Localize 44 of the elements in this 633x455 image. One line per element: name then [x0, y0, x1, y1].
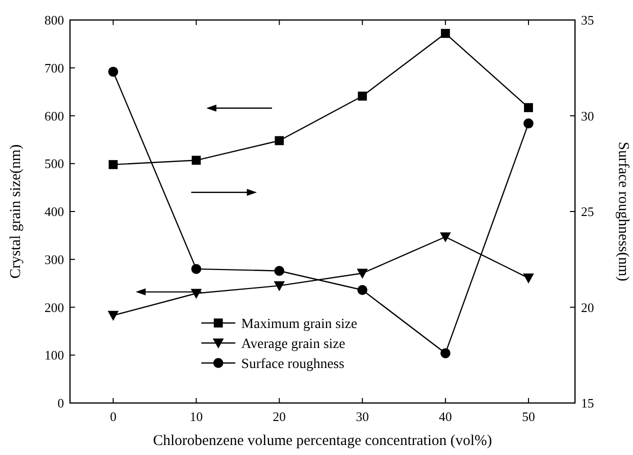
y-tick-label: 0	[58, 396, 64, 410]
x-tick-label: 10	[190, 409, 203, 424]
x-tick-label: 0	[110, 409, 116, 424]
x-tick-label: 50	[522, 409, 535, 424]
y-tick-label: 100	[44, 348, 64, 363]
x-tick-label: 20	[272, 409, 286, 424]
point	[356, 268, 368, 279]
point	[440, 348, 450, 358]
legend-label: Average grain size	[241, 337, 346, 352]
legend-label: Surface roughness	[241, 357, 344, 372]
point	[440, 232, 451, 242]
y-tick-label: 700	[44, 60, 64, 76]
y2-tick-label: 30	[581, 108, 594, 124]
y-tick-label: 200	[44, 300, 64, 315]
y-tick-label: 300	[44, 252, 64, 267]
x-tick-label: 30	[356, 409, 369, 424]
y-tick-label: 800	[44, 12, 64, 28]
y2-tick-label: 15	[581, 396, 594, 410]
point	[523, 118, 534, 128]
point	[192, 156, 201, 165]
y2-tick-label: 25	[581, 204, 594, 219]
x-axis-title: Chlorobenzene volume percentage concentration (vol%)	[152, 433, 492, 449]
y-axis-title: Crystal grain size(nm)	[8, 144, 24, 279]
point	[274, 266, 284, 276]
point	[522, 274, 534, 284]
point	[357, 285, 368, 296]
point	[108, 66, 118, 77]
y-tick-label: 600	[44, 108, 64, 124]
point	[440, 28, 450, 38]
point	[108, 310, 119, 321]
x-tick-label: 40	[438, 409, 452, 424]
y2-tick-label: 35	[581, 12, 594, 28]
point	[274, 136, 284, 146]
legend-label: Maximum grain size	[241, 317, 358, 332]
y-tick-label: 400	[44, 204, 64, 219]
point	[524, 103, 533, 112]
y2-axis-title: Surface roughness(nm)	[615, 142, 631, 282]
point	[108, 160, 118, 170]
point	[274, 281, 285, 292]
point	[358, 92, 367, 101]
point	[190, 288, 202, 299]
y-tick-label: 500	[44, 156, 64, 172]
y2-tick-label: 20	[581, 300, 594, 315]
point	[191, 264, 202, 274]
